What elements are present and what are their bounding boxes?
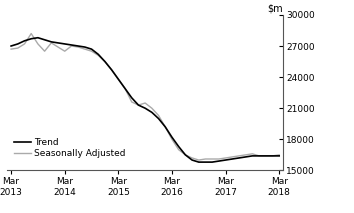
- Seasonally Adjusted: [96, 54, 100, 57]
- Trend: [22, 40, 27, 42]
- Trend: [63, 43, 67, 45]
- Trend: [237, 157, 241, 159]
- Trend: [244, 156, 248, 158]
- Trend: [42, 39, 47, 41]
- Seasonally Adjusted: [177, 148, 181, 151]
- Trend: [270, 155, 275, 157]
- Trend: [143, 107, 147, 109]
- Seasonally Adjusted: [63, 50, 67, 52]
- Trend: [29, 37, 33, 40]
- Trend: [196, 161, 201, 163]
- Trend: [116, 78, 120, 81]
- Seasonally Adjusted: [16, 47, 20, 49]
- Seasonally Adjusted: [123, 87, 127, 90]
- Seasonally Adjusted: [156, 114, 161, 117]
- Trend: [56, 42, 60, 44]
- Trend: [136, 104, 141, 106]
- Trend: [210, 161, 214, 163]
- Seasonally Adjusted: [223, 157, 228, 159]
- Trend: [223, 159, 228, 161]
- Trend: [76, 45, 80, 47]
- Seasonally Adjusted: [150, 107, 154, 109]
- Trend: [83, 46, 87, 48]
- Seasonally Adjusted: [116, 78, 120, 81]
- Trend: [130, 96, 134, 99]
- Seasonally Adjusted: [277, 154, 281, 156]
- Trend: [156, 117, 161, 120]
- Trend: [183, 154, 188, 156]
- Seasonally Adjusted: [69, 45, 74, 47]
- Seasonally Adjusted: [170, 138, 174, 141]
- Trend: [16, 43, 20, 45]
- Seasonally Adjusted: [183, 154, 188, 156]
- Text: $m: $m: [268, 3, 283, 13]
- Seasonally Adjusted: [196, 159, 201, 161]
- Seasonally Adjusted: [109, 69, 114, 71]
- Seasonally Adjusted: [49, 42, 53, 44]
- Trend: [123, 87, 127, 90]
- Seasonally Adjusted: [90, 50, 94, 52]
- Trend: [49, 41, 53, 43]
- Seasonally Adjusted: [9, 48, 13, 50]
- Trend: [230, 158, 234, 160]
- Seasonally Adjusted: [163, 126, 167, 128]
- Seasonally Adjusted: [210, 158, 214, 160]
- Trend: [217, 160, 221, 162]
- Seasonally Adjusted: [56, 46, 60, 48]
- Trend: [170, 136, 174, 138]
- Trend: [150, 111, 154, 114]
- Seasonally Adjusted: [203, 158, 207, 160]
- Seasonally Adjusted: [230, 156, 234, 158]
- Line: Seasonally Adjusted: Seasonally Adjusted: [11, 34, 279, 160]
- Seasonally Adjusted: [190, 157, 194, 159]
- Trend: [277, 155, 281, 157]
- Trend: [190, 159, 194, 161]
- Trend: [257, 155, 261, 157]
- Line: Trend: Trend: [11, 38, 279, 162]
- Seasonally Adjusted: [250, 153, 255, 155]
- Trend: [264, 155, 268, 157]
- Seasonally Adjusted: [22, 43, 27, 45]
- Seasonally Adjusted: [42, 50, 47, 52]
- Seasonally Adjusted: [264, 155, 268, 157]
- Seasonally Adjusted: [36, 43, 40, 45]
- Seasonally Adjusted: [270, 155, 275, 157]
- Trend: [36, 36, 40, 39]
- Seasonally Adjusted: [83, 48, 87, 50]
- Seasonally Adjusted: [237, 155, 241, 157]
- Seasonally Adjusted: [103, 60, 107, 63]
- Trend: [96, 53, 100, 56]
- Seasonally Adjusted: [244, 154, 248, 156]
- Trend: [177, 145, 181, 148]
- Seasonally Adjusted: [257, 155, 261, 157]
- Trend: [163, 126, 167, 128]
- Trend: [250, 155, 255, 157]
- Seasonally Adjusted: [143, 102, 147, 104]
- Seasonally Adjusted: [217, 158, 221, 160]
- Seasonally Adjusted: [76, 46, 80, 48]
- Seasonally Adjusted: [29, 32, 33, 35]
- Trend: [90, 48, 94, 50]
- Trend: [203, 161, 207, 163]
- Legend: Trend, Seasonally Adjusted: Trend, Seasonally Adjusted: [15, 138, 126, 158]
- Seasonally Adjusted: [136, 104, 141, 106]
- Trend: [103, 60, 107, 63]
- Trend: [9, 45, 13, 47]
- Seasonally Adjusted: [130, 101, 134, 103]
- Trend: [69, 44, 74, 46]
- Trend: [109, 69, 114, 71]
